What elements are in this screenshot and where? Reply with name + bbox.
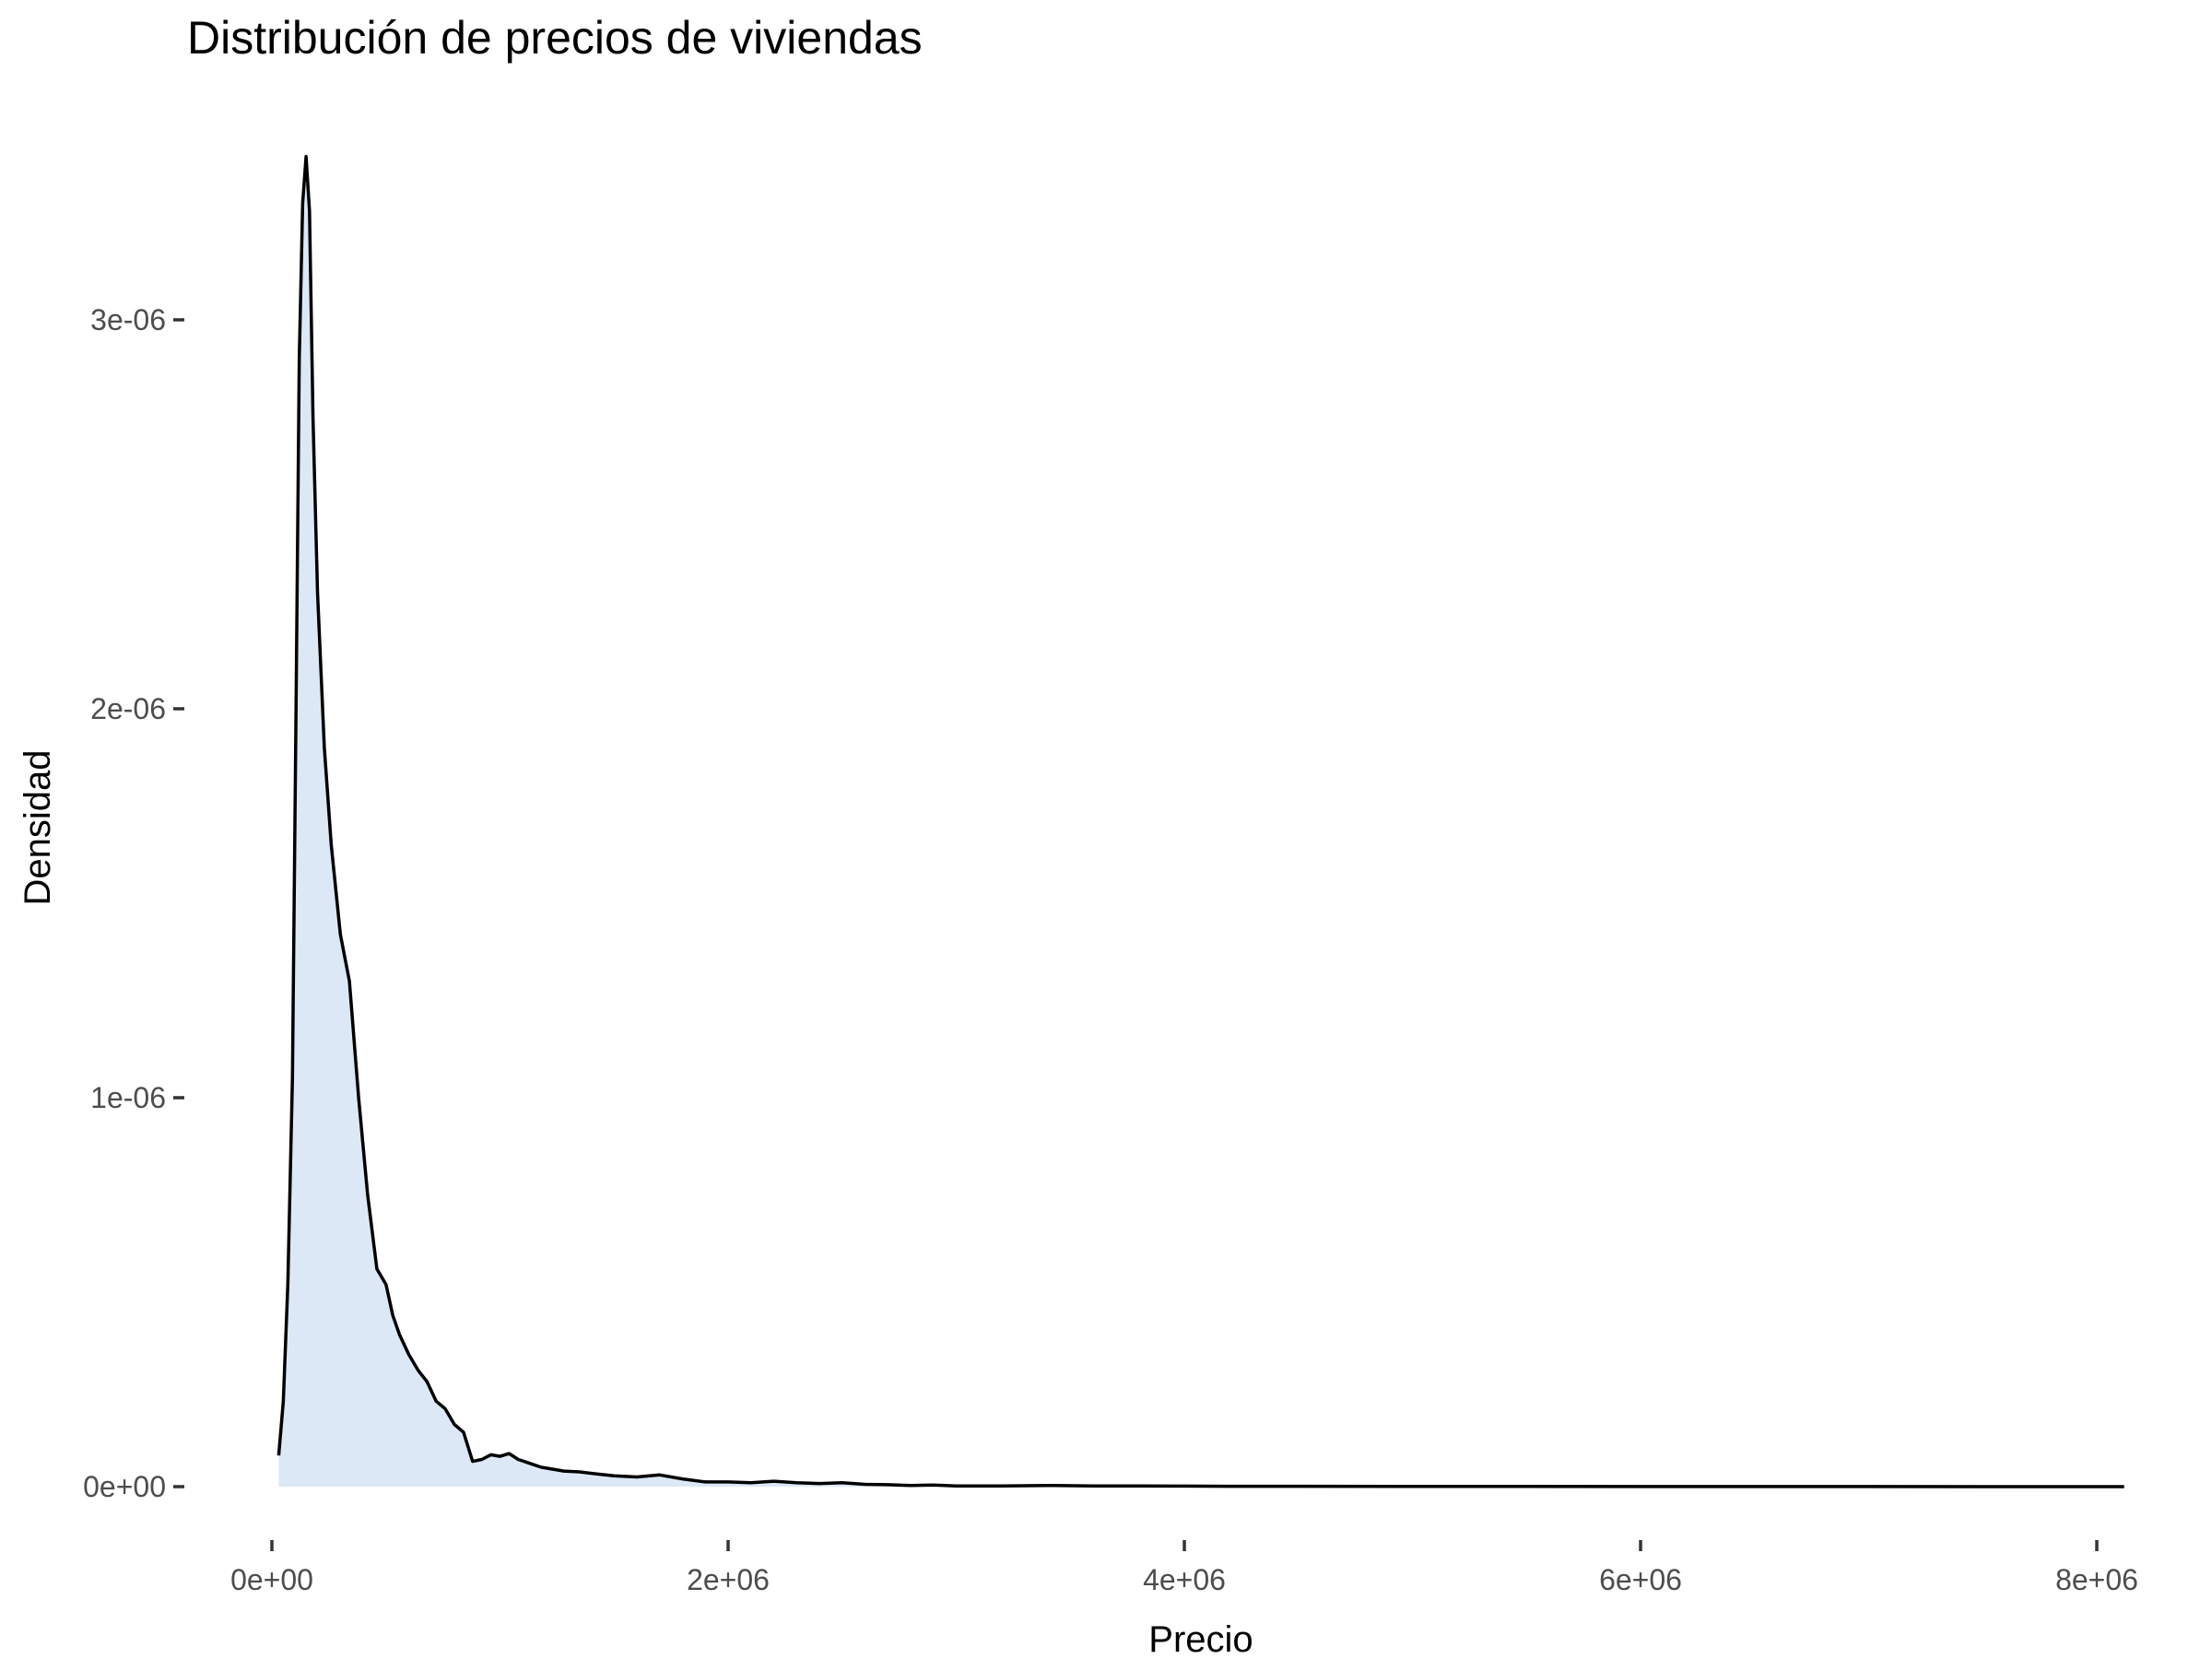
- y-tick-label: 0e+00: [83, 1470, 166, 1503]
- y-tick-label: 3e-06: [90, 303, 166, 336]
- y-axis: 0e+00 1e-06 2e-06 3e-06: [83, 303, 184, 1503]
- density-line: [276, 155, 2124, 1488]
- x-tick-label: 2e+06: [687, 1563, 770, 1596]
- x-axis-title: Precio: [1148, 1619, 1253, 1659]
- x-tick-label: 0e+00: [230, 1563, 313, 1596]
- x-axis: 0e+00 2e+06 4e+06 6e+06 8e+06: [230, 1540, 2138, 1596]
- y-axis-title: Densidad: [18, 749, 58, 905]
- y-tick-label: 2e-06: [90, 692, 166, 725]
- x-tick-label: 6e+06: [1599, 1563, 1682, 1596]
- plot-area: [276, 155, 2124, 1488]
- x-tick-label: 8e+06: [2055, 1563, 2138, 1596]
- chart-title: Distribución de precios de viviendas: [187, 12, 923, 64]
- y-tick-label: 1e-06: [90, 1081, 166, 1114]
- density-area: [278, 156, 2124, 1487]
- x-tick-label: 4e+06: [1143, 1563, 1226, 1596]
